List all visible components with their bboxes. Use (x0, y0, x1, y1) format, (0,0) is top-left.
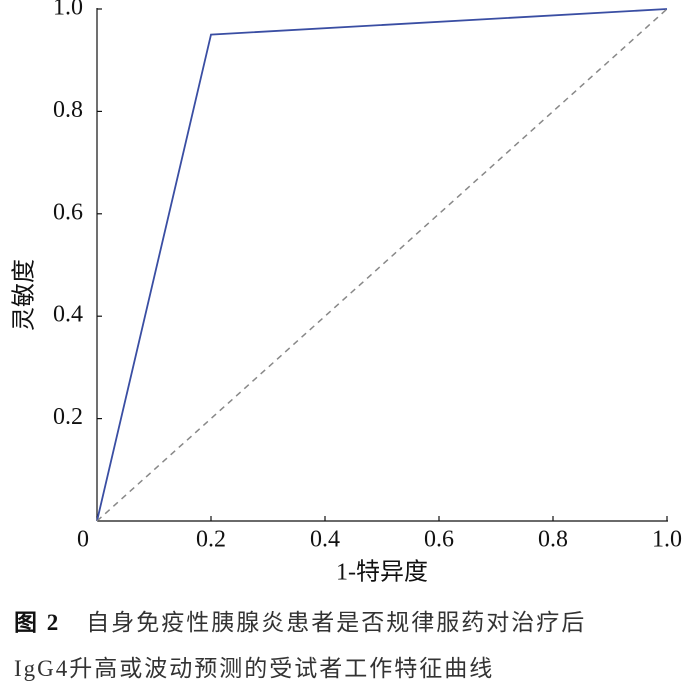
caption-line: IgG4升高或波动预测的受试者工作特征曲线 (14, 656, 495, 681)
caption: 图 2 自身免疫性胰腺炎患者是否规律服药对治疗后 IgG4升高或波动预测的受试者工作… (14, 600, 684, 692)
x-tick-label: 0.8 (538, 527, 568, 553)
x-tick-label: 1.0 (652, 527, 682, 553)
reference-line (96, 8, 668, 522)
y-tick-label: 0.8 (53, 97, 83, 123)
y-tick-label: 0.4 (53, 302, 83, 328)
chart: 1-特异度 灵敏度 0 0.2 0.4 0.6 0.8 1.0 0.2 0.4 0.6 0.8 1.… (11, 0, 683, 586)
y-tick-label: 0.6 (53, 199, 83, 225)
x-tick-label: 0 (77, 527, 89, 553)
x-axis-label: 1-特异度 (336, 559, 428, 586)
y-axis-label: 灵敏度 (11, 259, 38, 331)
y-tick-label: 1.0 (53, 0, 83, 21)
x-tick-label: 0.2 (196, 527, 226, 553)
x-tick-label: 0.4 (310, 527, 340, 553)
roc-curve (96, 8, 668, 522)
caption-line: 自身免疫性胰腺炎患者是否规律服药对治疗后 (86, 610, 587, 635)
y-tick-label: 0.2 (53, 404, 83, 430)
figure-label: 图 2 (14, 610, 61, 635)
x-tick-label: 0.6 (424, 527, 454, 553)
